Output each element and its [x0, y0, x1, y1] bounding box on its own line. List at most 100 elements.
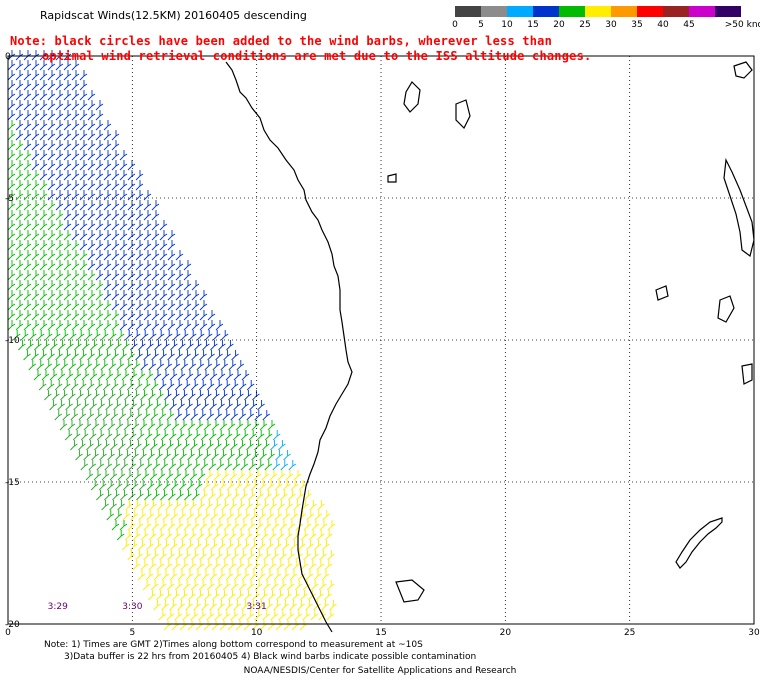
wind-barb [243, 450, 251, 461]
wind-barb [103, 300, 112, 311]
wind-barb [157, 500, 165, 511]
wind-barb [130, 340, 138, 351]
wind-barb [224, 460, 233, 471]
wind-barb [179, 620, 188, 631]
wind-barb [240, 490, 248, 501]
wind-barb [167, 300, 176, 311]
wind-barb [7, 100, 16, 111]
wind-barb [87, 270, 96, 281]
wind-barb [192, 430, 201, 441]
wind-barb [132, 390, 140, 401]
wind-barb [39, 60, 48, 71]
wind-barb [63, 200, 72, 211]
wind-barb [201, 400, 209, 411]
wind-barb [127, 230, 136, 241]
wind-barb [174, 410, 183, 421]
wind-barb [82, 340, 90, 351]
wind-barb [31, 320, 40, 331]
wind-barb [200, 490, 208, 501]
wind-barb [231, 550, 239, 561]
wind-barb [125, 470, 134, 481]
wind-barb [162, 480, 171, 491]
wind-barb [15, 80, 24, 91]
wind-barb [229, 470, 238, 481]
wind-barb [226, 510, 235, 521]
wind-barb [175, 290, 184, 301]
legend-tick-label: 0 [452, 20, 458, 30]
wind-barb [119, 220, 128, 231]
wind-barb [55, 280, 64, 291]
wind-barb [78, 440, 86, 451]
wind-barb [166, 410, 175, 421]
wind-barb [170, 540, 178, 551]
wind-barb [238, 440, 246, 451]
wind-barb [151, 550, 159, 561]
wind-barb [55, 170, 64, 181]
legend-swatch [507, 6, 533, 17]
wind-barb [96, 460, 105, 471]
wind-barb [39, 70, 48, 81]
wind-barb [205, 500, 213, 511]
wind-barb [218, 480, 227, 491]
wind-barb [145, 400, 153, 411]
wind-barb [186, 340, 194, 351]
wind-barb [18, 340, 26, 351]
wind-barb [71, 140, 80, 151]
wind-barb [183, 270, 192, 281]
wind-barb [23, 140, 32, 151]
wind-barb [79, 270, 88, 281]
wind-barb [172, 530, 181, 541]
wind-barb [316, 590, 324, 601]
wind-barb [167, 350, 175, 361]
wind-barb [127, 270, 136, 281]
wind-barb [222, 410, 231, 421]
wind-barb [280, 460, 289, 471]
wind-barb [64, 430, 73, 441]
wind-barb [44, 390, 52, 401]
wind-barb [290, 540, 298, 551]
wind-barb [165, 470, 174, 481]
wind-barb [103, 270, 112, 281]
wind-barb [148, 390, 156, 401]
wind-barb [166, 440, 174, 451]
wind-barb [254, 410, 263, 421]
wind-barb [103, 280, 112, 291]
wind-barb [237, 470, 246, 481]
wind-barb [112, 490, 120, 501]
wind-barb [23, 260, 32, 271]
wind-barb [199, 290, 208, 301]
wind-barb [327, 520, 336, 531]
wind-barb [257, 600, 265, 611]
wind-barb [111, 350, 119, 361]
wind-barb [260, 560, 269, 571]
wind-barb [154, 340, 162, 351]
wind-barb [161, 570, 170, 581]
wind-barb [114, 340, 122, 351]
wind-barb [63, 60, 72, 71]
wind-barb [238, 410, 247, 421]
wind-barb [87, 350, 95, 361]
wind-barb [103, 180, 112, 191]
wind-barb [252, 590, 260, 601]
wind-barb [132, 530, 141, 541]
wind-barb [54, 380, 63, 391]
wind-barb [131, 450, 139, 461]
legend-swatch [585, 6, 611, 17]
wind-barb [114, 480, 123, 491]
wind-barb [247, 550, 255, 561]
wind-barb [156, 590, 164, 601]
legend-tick-label: 15 [527, 20, 539, 30]
wind-barb [7, 300, 16, 311]
wind-barb [39, 270, 48, 281]
wind-barb [194, 480, 203, 491]
wind-barb [95, 220, 104, 231]
wind-barb [235, 620, 244, 631]
wind-barb [100, 360, 109, 371]
time-label: 3:31 [247, 602, 267, 612]
wind-barb [176, 430, 185, 441]
wind-barb [256, 490, 264, 501]
wind-barb [127, 300, 136, 311]
wind-barb [188, 530, 197, 541]
wind-barb [55, 310, 64, 321]
wind-barb [297, 600, 305, 611]
